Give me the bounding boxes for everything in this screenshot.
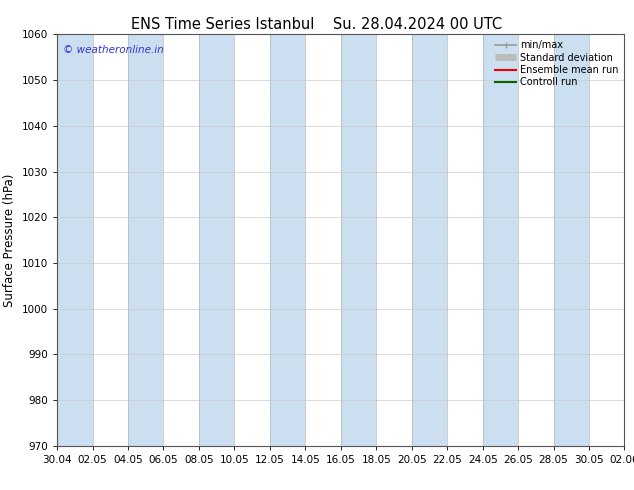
Bar <box>128 34 164 446</box>
Y-axis label: Surface Pressure (hPa): Surface Pressure (hPa) <box>3 173 16 307</box>
Text: © weatheronline.in: © weatheronline.in <box>63 45 164 54</box>
Bar <box>411 34 447 446</box>
Bar <box>482 34 518 446</box>
Bar <box>270 34 306 446</box>
Bar <box>341 34 376 446</box>
Text: ENS Time Series Istanbul    Su. 28.04.2024 00 UTC: ENS Time Series Istanbul Su. 28.04.2024 … <box>131 17 503 32</box>
Legend: min/max, Standard deviation, Ensemble mean run, Controll run: min/max, Standard deviation, Ensemble me… <box>491 36 623 91</box>
Bar <box>57 34 93 446</box>
Bar <box>199 34 235 446</box>
Bar <box>553 34 589 446</box>
